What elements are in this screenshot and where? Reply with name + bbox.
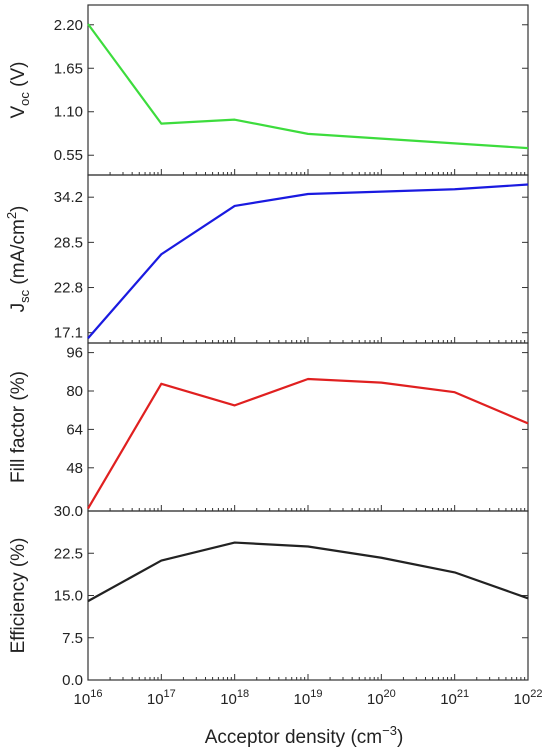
y-label-main: J <box>8 303 29 313</box>
x-tick-exp: 20 <box>384 688 396 700</box>
x-tick-label: 1017 <box>147 688 176 708</box>
y-label-main: Fill factor (%) <box>8 371 29 483</box>
x-tick-base: 10 <box>220 691 237 708</box>
x-tick-base: 10 <box>147 691 164 708</box>
x-tick-label: 1020 <box>367 688 396 708</box>
panel-ff: 30.0 48 64 80 96 Fill factor (%) <box>8 342 529 520</box>
y-label-main: V <box>8 106 29 119</box>
x-tick-exp: 22 <box>530 688 542 700</box>
series-line-voc <box>87 23 529 150</box>
y-tick-label: 64 <box>66 421 83 438</box>
x-tick-base: 10 <box>514 691 531 708</box>
panel-voc: 0.55 1.10 1.65 2.20 Voc (V) <box>8 4 529 176</box>
panel-jsc: 17.1 22.8 28.5 34.2 Jsc (mA/cm2) <box>4 174 529 344</box>
y-tick-label: 17.1 <box>54 325 83 342</box>
x-tick-exp: 17 <box>164 688 176 700</box>
x-tick-base: 10 <box>294 691 311 708</box>
x-tick-label: 1022 <box>514 688 543 708</box>
y-axis-label-voc: Voc (V) <box>8 61 32 118</box>
x-tick-exp: 16 <box>90 688 102 700</box>
y-tick-label: 15.0 <box>54 588 83 605</box>
x-tick-label: 1019 <box>294 688 323 708</box>
series-line-jsc <box>87 183 529 339</box>
series-line-ff <box>87 377 529 510</box>
y-label-tail: (mA/cm <box>8 219 29 290</box>
y-tick-label: 30.0 <box>54 503 83 520</box>
y-tick-label: 34.2 <box>54 189 83 206</box>
y-tick-label: 28.5 <box>54 234 83 251</box>
y-label-end: ) <box>8 206 29 212</box>
y-tick-label: 1.65 <box>54 60 83 77</box>
x-tick-base: 10 <box>440 691 457 708</box>
y-tick-label: 96 <box>66 345 83 362</box>
x-tick-exp: 18 <box>237 688 249 700</box>
x-axis-label-end: ) <box>397 727 403 748</box>
x-tick-exp: 21 <box>457 688 469 700</box>
y-tick-label: 80 <box>66 383 83 400</box>
x-tick-base: 10 <box>74 691 91 708</box>
panel-frame <box>87 4 529 176</box>
y-axis-label-ff: Fill factor (%) <box>8 371 29 483</box>
y-label-sub: oc <box>17 92 32 106</box>
x-tick-base: 10 <box>367 691 384 708</box>
series-line-eff <box>87 541 529 603</box>
panels-layer: 0.55 1.10 1.65 2.20 Voc (V) 17.1 22.8 28.5 34.2 J… <box>4 4 529 689</box>
y-tick-label: 48 <box>66 460 83 477</box>
y-label-main: Efficiency (%) <box>8 538 29 654</box>
y-tick-label: 1.10 <box>54 104 83 121</box>
y-tick-label: 22.8 <box>54 280 83 297</box>
y-label-sub: sc <box>17 289 32 303</box>
y-label-tail: (V) <box>8 61 29 92</box>
y-tick-label: 0.55 <box>54 147 83 164</box>
x-tick-exp: 19 <box>310 688 322 700</box>
y-tick-label: 2.20 <box>54 17 83 34</box>
panel-eff: 0.0 7.5 15.0 22.5 Efficiency (%) <box>8 510 529 689</box>
x-tick-label: 1018 <box>220 688 249 708</box>
y-label-sup: 2 <box>4 212 19 219</box>
x-axis: 1016 1017 1018 1019 1020 1021 1022 <box>74 688 543 708</box>
panel-frame <box>87 174 529 344</box>
y-tick-label: 0.0 <box>62 672 83 689</box>
y-tick-label: 7.5 <box>62 630 83 647</box>
panel-frame <box>87 510 529 681</box>
x-tick-label: 1021 <box>440 688 469 708</box>
x-axis-label: Acceptor density (cm−3) <box>205 723 404 748</box>
panel-frame <box>87 342 529 512</box>
y-axis-label-jsc: Jsc (mA/cm2) <box>4 206 32 313</box>
x-tick-label: 1016 <box>74 688 103 708</box>
x-axis-label-main: Acceptor density (cm <box>205 727 382 748</box>
x-axis-label-sup: −3 <box>382 723 397 738</box>
y-tick-label: 22.5 <box>54 545 83 562</box>
y-axis-label-eff: Efficiency (%) <box>8 538 29 654</box>
